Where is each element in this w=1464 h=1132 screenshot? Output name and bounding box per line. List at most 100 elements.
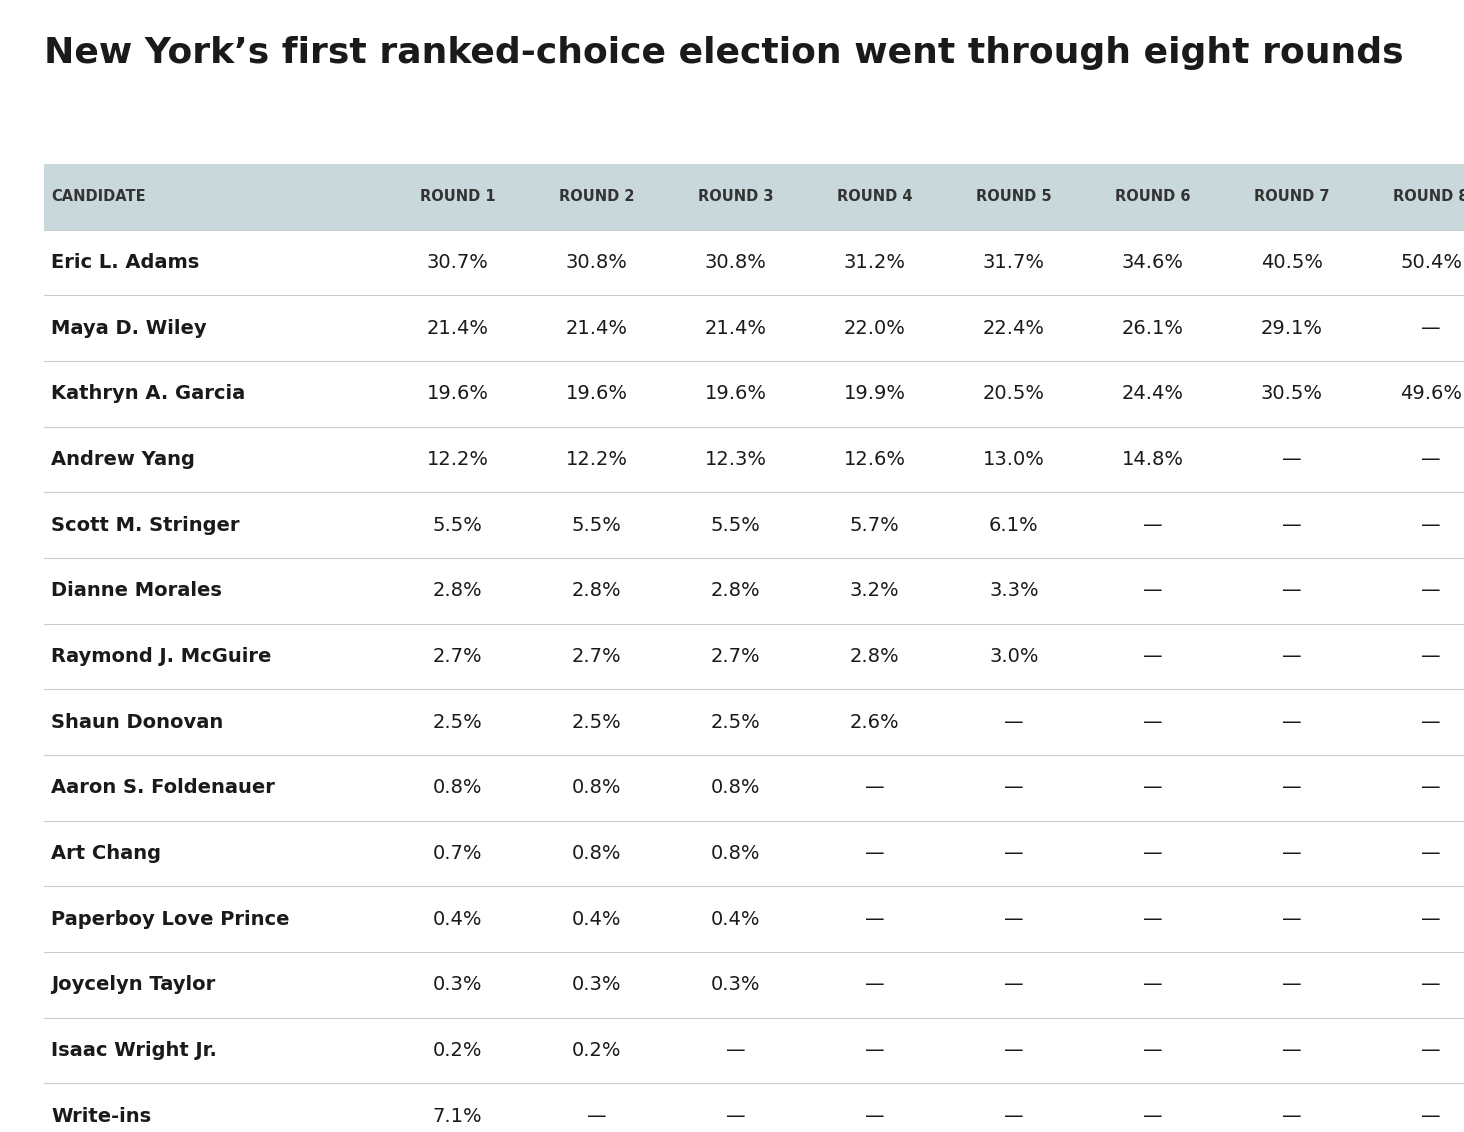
Text: 2.5%: 2.5% <box>433 713 482 731</box>
Text: 20.5%: 20.5% <box>982 385 1045 403</box>
Text: —: — <box>1143 713 1162 731</box>
Text: 31.7%: 31.7% <box>982 254 1045 272</box>
Text: —: — <box>1422 976 1441 994</box>
Text: ROUND 2: ROUND 2 <box>559 189 634 205</box>
Text: —: — <box>1004 779 1023 797</box>
Text: Paperboy Love Prince: Paperboy Love Prince <box>51 910 290 928</box>
Text: 0.8%: 0.8% <box>712 844 760 863</box>
Text: —: — <box>865 1107 884 1125</box>
Text: —: — <box>1282 910 1301 928</box>
Text: 2.8%: 2.8% <box>572 582 621 600</box>
Text: 12.2%: 12.2% <box>426 451 489 469</box>
Text: —: — <box>1282 779 1301 797</box>
Text: 2.5%: 2.5% <box>572 713 621 731</box>
Text: —: — <box>1422 779 1441 797</box>
Text: CANDIDATE: CANDIDATE <box>51 189 146 205</box>
Text: —: — <box>1422 1107 1441 1125</box>
Text: —: — <box>1004 713 1023 731</box>
Text: 30.8%: 30.8% <box>565 254 628 272</box>
Text: 0.7%: 0.7% <box>433 844 482 863</box>
Text: 30.5%: 30.5% <box>1261 385 1323 403</box>
Text: —: — <box>1143 582 1162 600</box>
Text: 0.3%: 0.3% <box>433 976 482 994</box>
Text: —: — <box>1143 1041 1162 1060</box>
Text: —: — <box>1004 1107 1023 1125</box>
Text: 13.0%: 13.0% <box>982 451 1045 469</box>
Text: —: — <box>1004 976 1023 994</box>
Text: 31.2%: 31.2% <box>843 254 906 272</box>
Text: —: — <box>1143 516 1162 534</box>
Text: 3.3%: 3.3% <box>990 582 1038 600</box>
Text: 3.0%: 3.0% <box>990 648 1038 666</box>
Text: —: — <box>1282 1107 1301 1125</box>
Text: —: — <box>1143 844 1162 863</box>
Text: Aaron S. Foldenauer: Aaron S. Foldenauer <box>51 779 275 797</box>
Text: —: — <box>1143 910 1162 928</box>
Text: 19.6%: 19.6% <box>565 385 628 403</box>
Text: —: — <box>1422 516 1441 534</box>
Text: Write-ins: Write-ins <box>51 1107 151 1125</box>
Text: —: — <box>726 1041 745 1060</box>
Text: 12.3%: 12.3% <box>704 451 767 469</box>
Text: —: — <box>1004 844 1023 863</box>
Text: 19.6%: 19.6% <box>426 385 489 403</box>
Text: 49.6%: 49.6% <box>1400 385 1463 403</box>
Text: —: — <box>865 910 884 928</box>
Text: 12.2%: 12.2% <box>565 451 628 469</box>
Text: 19.6%: 19.6% <box>704 385 767 403</box>
Text: —: — <box>865 1041 884 1060</box>
Text: 0.2%: 0.2% <box>433 1041 482 1060</box>
Text: 0.8%: 0.8% <box>712 779 760 797</box>
Text: 2.7%: 2.7% <box>712 648 760 666</box>
Text: 5.7%: 5.7% <box>851 516 899 534</box>
Text: 0.4%: 0.4% <box>433 910 482 928</box>
Text: 0.4%: 0.4% <box>572 910 621 928</box>
Text: 0.8%: 0.8% <box>572 779 621 797</box>
Text: —: — <box>1422 844 1441 863</box>
Text: 29.1%: 29.1% <box>1261 319 1323 337</box>
Text: 0.2%: 0.2% <box>572 1041 621 1060</box>
Text: 14.8%: 14.8% <box>1121 451 1184 469</box>
Text: 30.7%: 30.7% <box>426 254 489 272</box>
Text: —: — <box>1282 1041 1301 1060</box>
Text: 0.4%: 0.4% <box>712 910 760 928</box>
Text: —: — <box>1282 844 1301 863</box>
Text: 6.1%: 6.1% <box>990 516 1038 534</box>
Text: 22.4%: 22.4% <box>982 319 1045 337</box>
Text: ROUND 8: ROUND 8 <box>1394 189 1464 205</box>
Text: ROUND 1: ROUND 1 <box>420 189 495 205</box>
Text: 34.6%: 34.6% <box>1121 254 1184 272</box>
Text: —: — <box>865 779 884 797</box>
Text: 0.3%: 0.3% <box>572 976 621 994</box>
Text: 24.4%: 24.4% <box>1121 385 1184 403</box>
Text: —: — <box>1143 779 1162 797</box>
Text: Shaun Donovan: Shaun Donovan <box>51 713 224 731</box>
Text: 3.2%: 3.2% <box>851 582 899 600</box>
Text: 2.8%: 2.8% <box>433 582 482 600</box>
Text: 22.0%: 22.0% <box>843 319 906 337</box>
Text: —: — <box>1282 451 1301 469</box>
Text: —: — <box>1143 648 1162 666</box>
Text: —: — <box>1004 1041 1023 1060</box>
Text: 26.1%: 26.1% <box>1121 319 1184 337</box>
Text: Dianne Morales: Dianne Morales <box>51 582 223 600</box>
Text: ROUND 7: ROUND 7 <box>1255 189 1329 205</box>
Text: —: — <box>1282 516 1301 534</box>
Text: —: — <box>1282 648 1301 666</box>
Text: —: — <box>1422 582 1441 600</box>
Text: New York’s first ranked-choice election went through eight rounds: New York’s first ranked-choice election … <box>44 36 1404 70</box>
Text: Isaac Wright Jr.: Isaac Wright Jr. <box>51 1041 217 1060</box>
Text: —: — <box>865 844 884 863</box>
Text: —: — <box>1422 648 1441 666</box>
Text: Maya D. Wiley: Maya D. Wiley <box>51 319 206 337</box>
Text: 2.6%: 2.6% <box>851 713 899 731</box>
Text: 21.4%: 21.4% <box>426 319 489 337</box>
Text: ROUND 3: ROUND 3 <box>698 189 773 205</box>
Text: 2.5%: 2.5% <box>712 713 760 731</box>
Text: —: — <box>1282 976 1301 994</box>
Text: 0.3%: 0.3% <box>712 976 760 994</box>
Bar <box>44 164 1464 230</box>
Text: Art Chang: Art Chang <box>51 844 161 863</box>
Text: Eric L. Adams: Eric L. Adams <box>51 254 199 272</box>
Text: 5.5%: 5.5% <box>710 516 761 534</box>
